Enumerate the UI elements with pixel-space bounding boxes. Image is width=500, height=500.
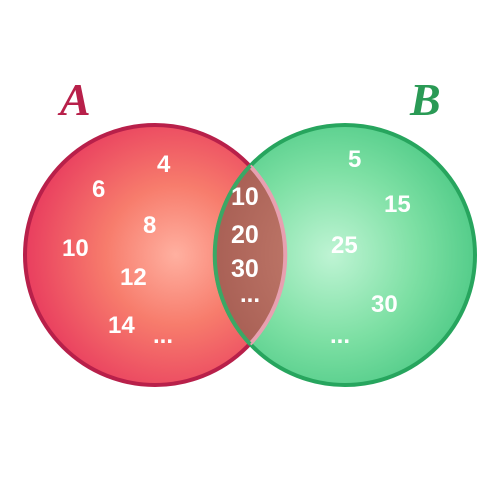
intersection-element: 10 [231, 183, 259, 211]
set-a-arc-in-b [248, 164, 288, 346]
set-b-element: 25 [331, 232, 358, 259]
set-b-arc-in-a [212, 164, 252, 346]
set-a-element: 12 [120, 264, 147, 291]
set-b-element: 30 [371, 291, 398, 318]
set-b-label: B [409, 74, 441, 125]
set-a-ellipsis: ... [153, 322, 173, 349]
set-a-element: 10 [62, 235, 89, 262]
set-b-element: 15 [384, 191, 411, 218]
intersection-ellipsis: ... [240, 281, 260, 308]
set-b-ellipsis: ... [330, 322, 350, 349]
intersection-element: 30 [231, 255, 259, 283]
intersection-element: 20 [231, 221, 259, 249]
set-a-label: A [57, 74, 91, 125]
set-a-element: 8 [143, 212, 156, 239]
set-a-element: 4 [157, 151, 171, 178]
set-a-element: 14 [108, 312, 135, 339]
set-a-element: 6 [92, 176, 105, 203]
set-b-element: 5 [348, 146, 361, 173]
